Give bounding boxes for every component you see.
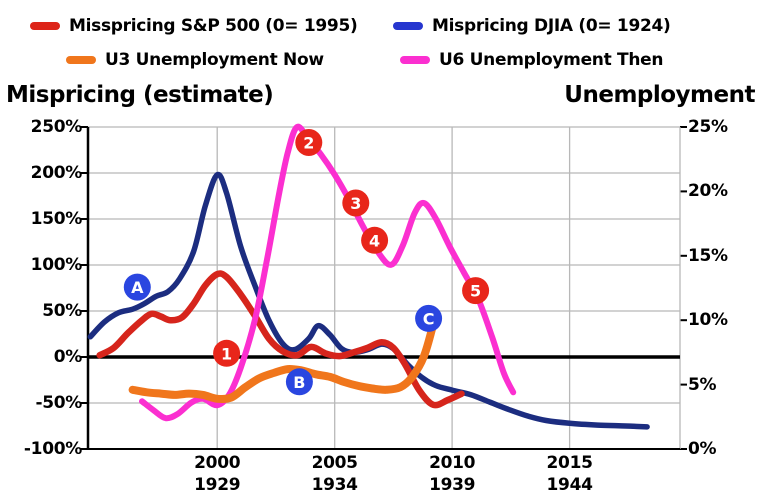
titles-row: Mispricing (estimate) Unemployment [6,82,755,108]
marker-circle-2 [295,129,323,156]
x-axis-tick-label-then: 1939 [429,475,476,495]
right-axis-title: Unemployment [564,82,755,108]
marker-circle-A [123,273,151,301]
marker-label-4: 4 [369,231,380,250]
legend-item-sp500: Misspricing S&P 500 (0= 1995) [30,13,358,39]
series-line-djia [87,171,650,430]
series-line-sp500 [96,270,465,409]
x-axis-tick-label-now: 2000 [194,453,241,473]
marker-circle-5 [462,277,490,305]
legend-item-u3-now: U3 Unemployment Now [66,47,324,73]
x-axis-tick-label-then: 1934 [311,475,358,495]
right-axis-tick-label: 20% [688,181,728,202]
right-axis-tick-label: 5% [688,374,717,395]
legend-item-djia: Mispricing DJIA (0= 1924) [393,13,671,39]
left-axis-tick-label: 0% [53,347,83,367]
x-axis-tick-label-now: 2015 [546,453,593,473]
legend-item-u6-then: U6 Unemployment Then [400,47,663,73]
legend-label-sp500: Misspricing S&P 500 (0= 1995) [69,16,358,36]
marker-circle-3 [342,189,370,217]
legend-swatch-u3-now [66,56,96,64]
left-axis-title: Mispricing (estimate) [6,82,274,108]
left-axis-tick-label: -100% [23,439,82,459]
marker-label-3: 3 [350,194,361,213]
legend-label-u3-now: U3 Unemployment Now [105,50,324,70]
left-axis-tick-label: 200% [30,163,83,183]
x-axis-tick-label-now: 2005 [311,453,358,473]
x-axis-tick-label-then: 1929 [194,475,241,495]
marker-label-1: 1 [221,344,232,363]
legend-swatch-djia [393,22,423,30]
legend-label-u6-then: U6 Unemployment Then [439,50,664,70]
x-axis-tick-label-then: 1944 [546,475,593,495]
marker-circle-B [285,368,313,396]
left-axis-tick-label: 150% [30,209,83,229]
marker-circle-1 [213,339,241,367]
legend-label-djia: Mispricing DJIA (0= 1924) [432,16,671,36]
left-axis-tick-label: 100% [30,255,83,275]
x-axis-tick-label-now: 2010 [429,453,476,473]
plot-svg: A B C 1 2 34 5 [80,123,687,450]
legend-swatch-u6-then [400,56,430,64]
right-axis-tick-label: 10% [688,310,728,331]
marker-circle-4 [361,226,389,254]
left-axis-tick-label: 250% [30,117,83,137]
series-line-u3now [128,320,438,404]
right-axis-tick-label: 15% [688,245,728,266]
marker-label-C: C [423,309,435,328]
marker-label-A: A [131,278,144,297]
marker-label-2: 2 [303,134,314,153]
left-axis-tick-label: -50% [35,393,82,413]
marker-label-5: 5 [470,282,481,301]
marker-label-B: B [293,373,305,392]
legend-swatch-sp500 [30,22,60,30]
right-axis-tick-label: 0% [688,439,717,459]
marker-circle-C [415,304,443,332]
left-axis-tick-label: 50% [42,301,82,321]
right-axis-tick-label: 25% [688,117,728,137]
